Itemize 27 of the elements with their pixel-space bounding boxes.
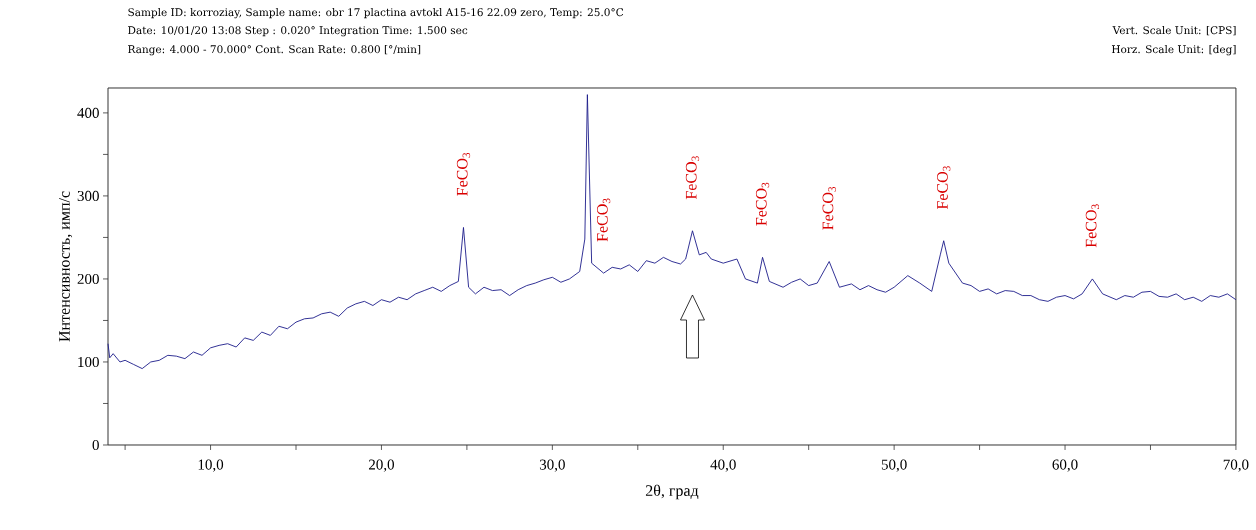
annotation: FeCO$_{3}$ (937, 166, 951, 210)
text: Horz. Scale Unit: [deg] (1111, 45, 1236, 56)
y-tick-label: 100 (78, 356, 99, 368)
x-tick-label: 50,0 (881, 459, 907, 472)
x-tick-label: 30,0 (539, 459, 565, 472)
y-tick-label: 200 (77, 273, 99, 284)
y-tick-label: 300 (77, 190, 99, 201)
x-tick-label: 20,0 (368, 459, 394, 472)
x-tick-label: 10,0 (198, 459, 224, 472)
text: Vert. Scale Unit: [CPS] (1112, 26, 1236, 36)
annotation: FeCO$_{3}$ (596, 198, 611, 242)
x-tick-label: 60,0 (1052, 459, 1078, 472)
annotation: FeCO$_{3}$ (1085, 204, 1100, 248)
y-tick-label: 400 (77, 107, 99, 118)
annotation: FeCO$_{3}$ (456, 152, 471, 196)
x-tick-label: 40,0 (710, 459, 736, 472)
y-axis-title: Интенсивность, имп/с (59, 191, 73, 342)
text: Range: 4.000 - 70.000° Cont. Scan Rate: 0.800 [°/min] (128, 45, 421, 56)
x-tick-label: 70,0 (1223, 459, 1249, 472)
text: Sample ID: korroziay, Sample name: obr 17 plactina avtokl A15-16 22.09 zero, Temp: 25.0°C (128, 8, 624, 19)
annotation: FeCO$_{3}$ (822, 186, 836, 230)
line-series (107, 94, 1237, 370)
x-axis-title: 2θ, град (645, 484, 699, 500)
y-tick-label: 0 (92, 439, 99, 451)
text: Date: 10/01/20 13:08 Step : 0.020° Integration Time: 1.500 sec (128, 26, 468, 37)
annotation: FeCO$_{3}$ (685, 156, 700, 200)
annotation: FeCO$_{3}$ (755, 182, 770, 226)
